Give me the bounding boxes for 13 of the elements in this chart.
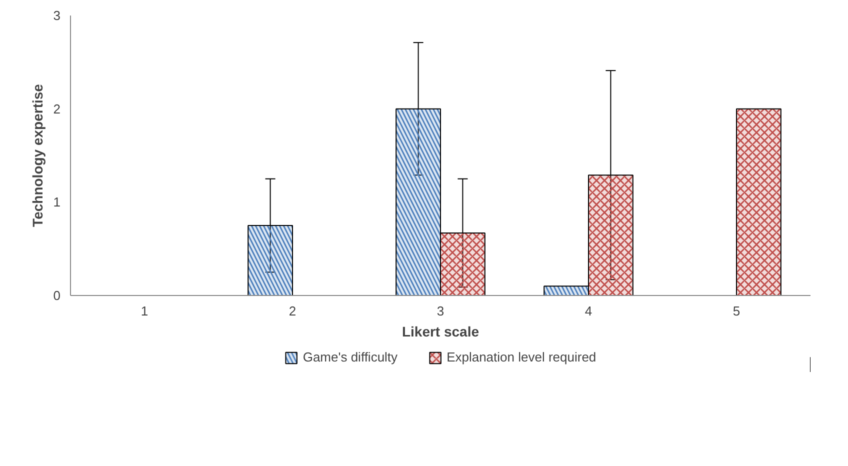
x-axis-title: Likert scale [402, 324, 480, 340]
x-tick-label: 1 [140, 304, 148, 318]
legend-label: Explanation level required [446, 350, 596, 364]
x-tick-label: 2 [288, 304, 296, 318]
y-tick-label: 1 [53, 194, 61, 210]
y-tick-label: 2 [53, 101, 61, 116]
x-tick-label: 3 [436, 304, 444, 318]
legend-label: Game's difficulty [302, 350, 398, 364]
x-tick-label: 4 [584, 304, 592, 318]
y-tick-label: 0 [53, 288, 61, 303]
x-tick-label: 5 [732, 304, 740, 318]
y-tick-label: 3 [53, 8, 61, 23]
y-axis-title: Technology expertise [29, 84, 46, 227]
